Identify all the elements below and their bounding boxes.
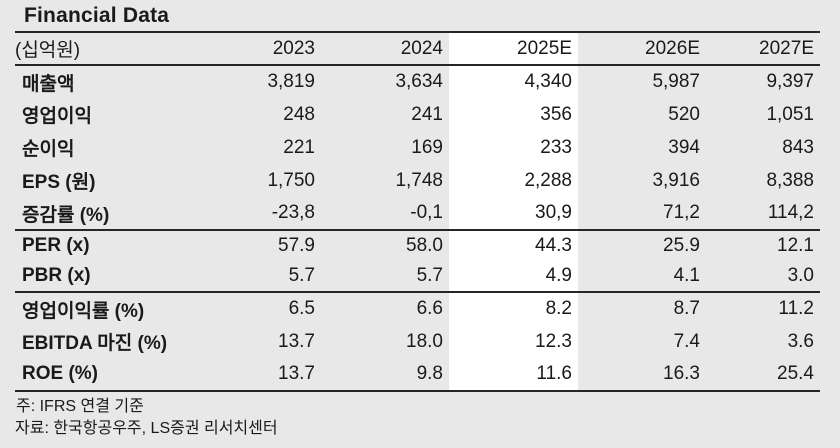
cell-value: 843 bbox=[782, 136, 814, 158]
cell-value: 2,288 bbox=[449, 164, 578, 197]
row-label: EBITDA 마진 (%) bbox=[22, 333, 168, 354]
cell-value: 25.9 bbox=[663, 235, 700, 256]
cell-value: 16.3 bbox=[578, 358, 706, 392]
cell-value: 1,750 bbox=[267, 169, 315, 191]
cell-value: 44.3 bbox=[449, 230, 578, 261]
cell-value: 25.4 bbox=[706, 358, 820, 392]
cell-value: 4.1 bbox=[578, 261, 706, 293]
cell-value: 248 bbox=[283, 103, 315, 125]
cell-value: 5,987 bbox=[652, 71, 700, 92]
footnote-basis: 주: IFRS 연결 기준 bbox=[16, 398, 144, 415]
column-header-2023: 2023 bbox=[191, 33, 321, 66]
cell-value: 8,388 bbox=[766, 169, 814, 191]
row-label: 매출액 bbox=[22, 73, 75, 95]
cell-value: 3.6 bbox=[787, 330, 814, 352]
cell-value: 13.7 bbox=[191, 358, 321, 392]
financial-table: (십억원) 2023 2024 2025E 2026E 2027E 매출액 3,… bbox=[15, 33, 820, 392]
cell-value: 71,2 bbox=[578, 197, 706, 231]
row-label: 순이익 bbox=[22, 139, 75, 160]
table-row: 증감률 (%) -23,8 -0,1 30,9 71,2 114,2 bbox=[15, 197, 820, 231]
cell-value: 9,397 bbox=[766, 71, 814, 92]
cell-value: 5.7 bbox=[321, 261, 449, 293]
cell-value: 3,916 bbox=[652, 169, 700, 191]
table-row: EBITDA 마진 (%) 13.7 18.0 12.3 7.4 3.6 bbox=[15, 325, 820, 358]
table-row: ROE (%) 13.7 9.8 11.6 16.3 25.4 bbox=[15, 358, 820, 392]
cell-value: 1,748 bbox=[395, 169, 443, 191]
cell-value: 520 bbox=[668, 103, 700, 125]
unit-label: (십억원) bbox=[15, 33, 191, 66]
table-row: PER (x) 57.9 58.0 44.3 25.9 12.1 bbox=[15, 230, 820, 261]
cell-value: 12.1 bbox=[777, 235, 814, 256]
column-header-2026e: 2026E bbox=[578, 33, 706, 66]
cell-value: 30,9 bbox=[449, 197, 578, 231]
column-header-2024: 2024 bbox=[321, 33, 449, 66]
row-label: ROE (%) bbox=[15, 358, 191, 392]
table-row: 영업이익률 (%) 6.5 6.6 8.2 8.7 11.2 bbox=[15, 292, 820, 325]
page-title: Financial Data bbox=[15, 0, 820, 33]
cell-value: 8.7 bbox=[673, 298, 700, 319]
row-label: PBR (x) bbox=[15, 261, 191, 293]
cell-value: 114,2 bbox=[706, 197, 820, 231]
row-label: 증감률 (%) bbox=[15, 197, 191, 231]
footnotes: 주: IFRS 연결 기준 자료: 한국항공우주, LS증권 리서치센터 bbox=[15, 392, 820, 440]
cell-value: 6.5 bbox=[288, 298, 315, 319]
cell-value: 4,340 bbox=[449, 65, 578, 98]
table-row: 영업이익 248 241 356 520 1,051 bbox=[15, 98, 820, 131]
row-label: 영업이익 bbox=[22, 106, 92, 127]
cell-value: 394 bbox=[668, 136, 700, 158]
cell-value: 356 bbox=[449, 98, 578, 131]
table-row: PBR (x) 5.7 5.7 4.9 4.1 3.0 bbox=[15, 261, 820, 293]
cell-value: 169 bbox=[411, 136, 443, 158]
cell-value: 4.9 bbox=[449, 261, 578, 293]
cell-value: 18.0 bbox=[406, 330, 443, 352]
row-label: 영업이익률 (%) bbox=[22, 300, 145, 322]
cell-value: 1,051 bbox=[766, 103, 814, 125]
cell-value: 11.2 bbox=[778, 298, 814, 319]
cell-value: 7.4 bbox=[673, 330, 700, 352]
cell-value: 3.0 bbox=[706, 261, 820, 293]
cell-value: 9.8 bbox=[321, 358, 449, 392]
column-header-2027e: 2027E bbox=[706, 33, 820, 66]
cell-value: 221 bbox=[283, 136, 315, 158]
column-header-2025e: 2025E bbox=[449, 33, 578, 66]
cell-value: 58.0 bbox=[406, 235, 443, 256]
table-row: 순이익 221 169 233 394 843 bbox=[15, 131, 820, 164]
cell-value: 3,819 bbox=[267, 71, 315, 92]
cell-value: 11.6 bbox=[449, 358, 578, 392]
footnote-source: 자료: 한국항공우주, LS증권 리서치센터 bbox=[15, 420, 278, 437]
cell-value: 3,634 bbox=[395, 71, 443, 92]
cell-value: 6.6 bbox=[416, 298, 443, 319]
cell-value: 233 bbox=[449, 131, 578, 164]
cell-value: -0,1 bbox=[321, 197, 449, 231]
cell-value: 13.7 bbox=[278, 330, 315, 352]
row-label: EPS (원) bbox=[22, 172, 96, 193]
row-label: PER (x) bbox=[22, 235, 90, 256]
table-row: EPS (원) 1,750 1,748 2,288 3,916 8,388 bbox=[15, 164, 820, 197]
cell-value: -23,8 bbox=[191, 197, 321, 231]
cell-value: 241 bbox=[411, 103, 443, 125]
table-header-row: (십억원) 2023 2024 2025E 2026E 2027E bbox=[15, 33, 820, 66]
cell-value: 12.3 bbox=[449, 325, 578, 358]
cell-value: 57.9 bbox=[278, 235, 315, 256]
table-row: 매출액 3,819 3,634 4,340 5,987 9,397 bbox=[15, 65, 820, 98]
cell-value: 8.2 bbox=[449, 292, 578, 325]
cell-value: 5.7 bbox=[191, 261, 321, 293]
